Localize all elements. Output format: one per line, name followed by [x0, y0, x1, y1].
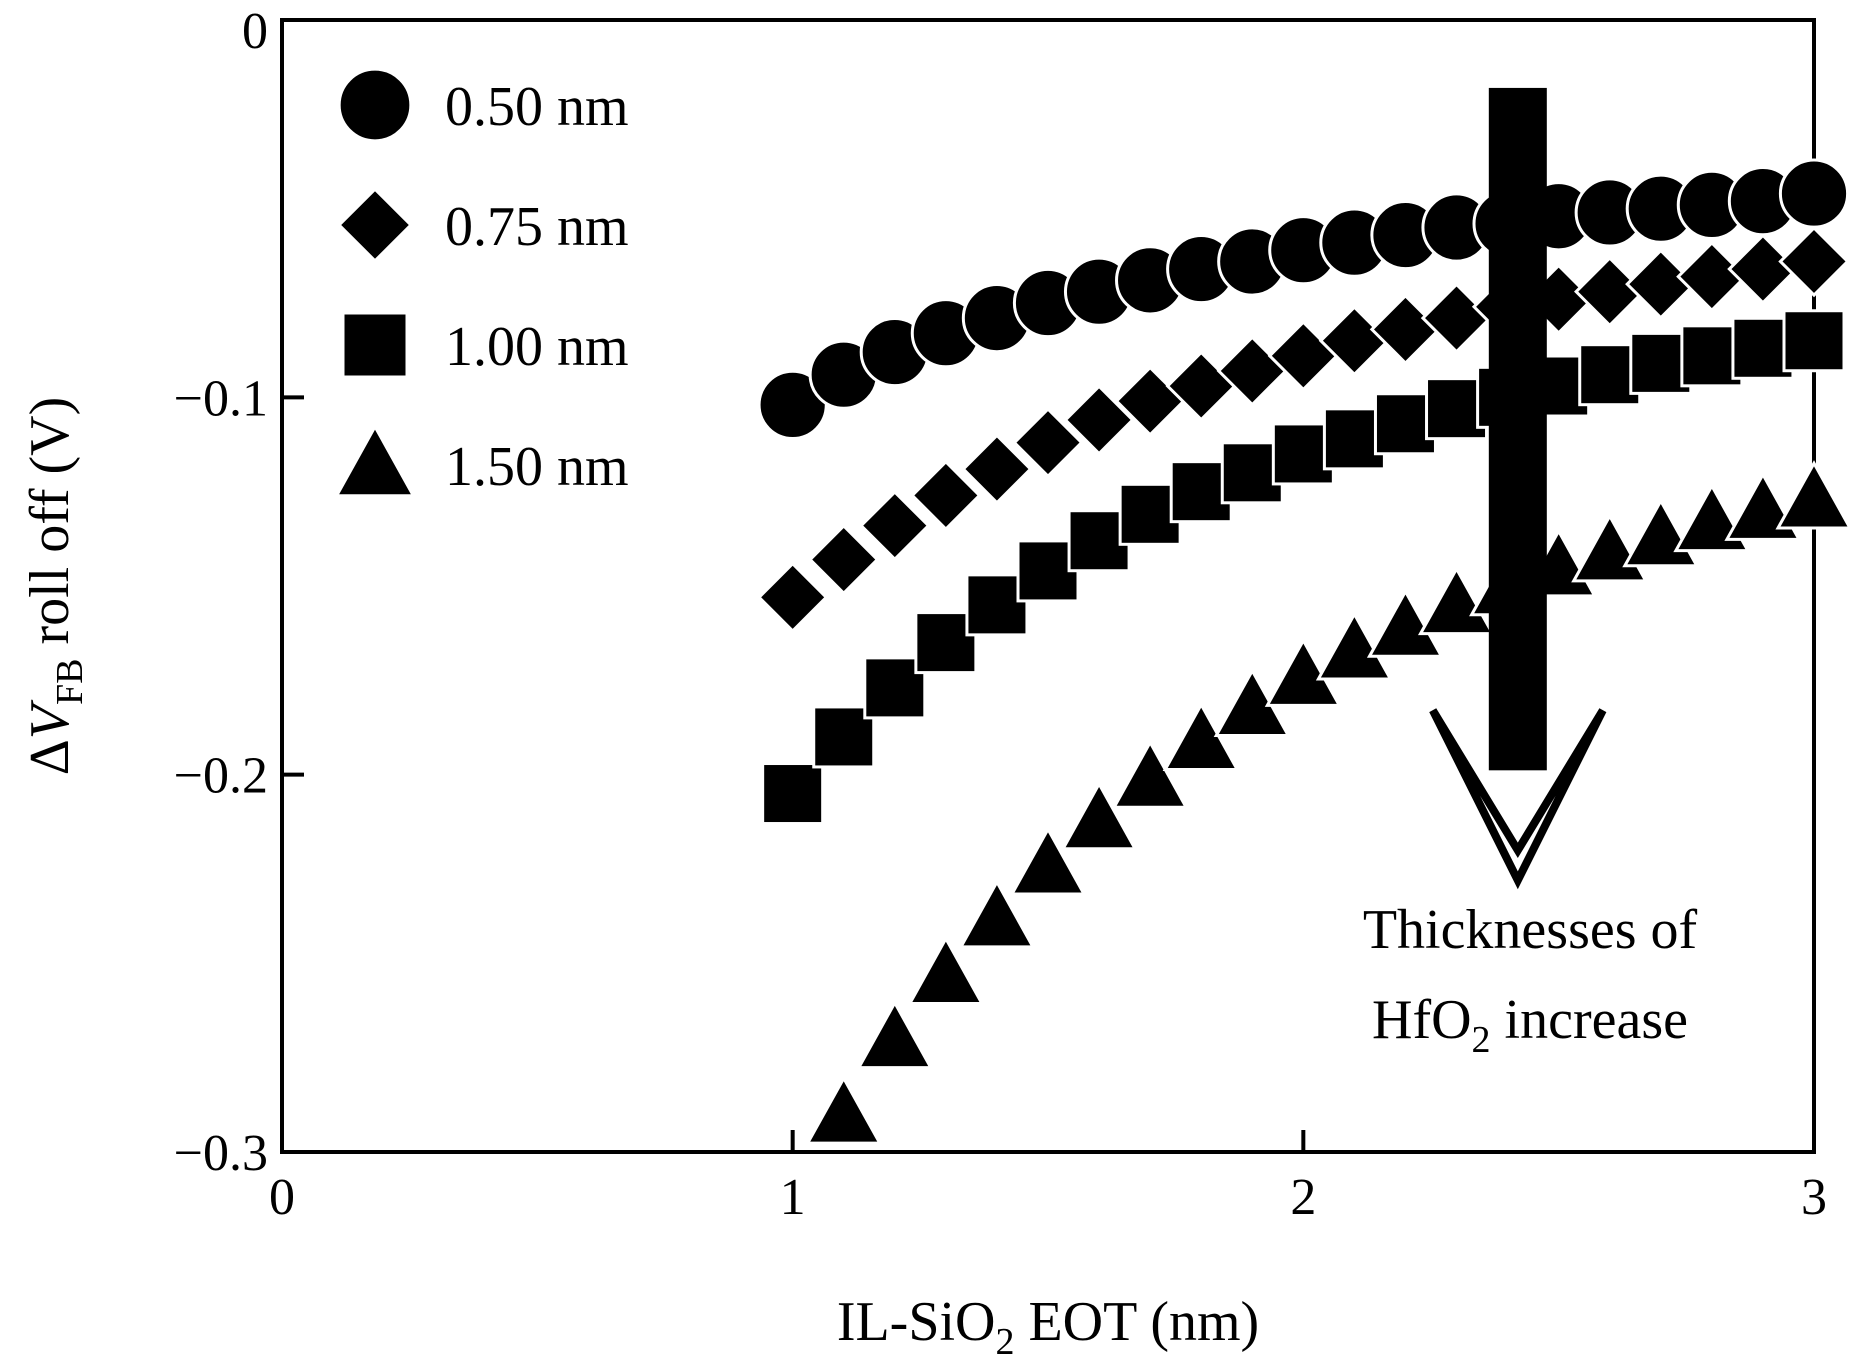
point-triangle-20: [1775, 460, 1853, 530]
point-square-20: [1782, 309, 1846, 373]
point-triangle-5: [1009, 826, 1087, 896]
point-diamond-4: [961, 433, 1033, 505]
tick-labels: 0 1 2 3 0 −0.1 −0.2 −0.3: [174, 3, 1827, 1226]
point-triangle-8: [1162, 701, 1240, 772]
y-tick-label-3: −0.3: [174, 1125, 268, 1182]
point-triangle-4: [958, 878, 1036, 949]
point-diamond-20: [1778, 225, 1850, 298]
y-tick-label-0: 0: [242, 3, 268, 60]
point-triangle-6: [1060, 780, 1138, 851]
legend-marker-diamond: [337, 187, 413, 263]
point-diamond-2: [859, 489, 931, 562]
legend-marker-circle: [337, 67, 413, 143]
annotation-line2: HfO2 increase: [1372, 989, 1688, 1061]
point-square-0: [761, 762, 825, 826]
point-diamond-12: [1369, 293, 1442, 366]
legend-marker-triangle: [334, 423, 416, 498]
y-tick-label-1: −0.1: [174, 370, 268, 427]
point-diamond-5: [1012, 406, 1084, 479]
axis-ticks: [280, 18, 1816, 1154]
point-triangle-2: [856, 999, 934, 1070]
point-square-1: [812, 705, 876, 769]
plot-frame: [280, 18, 1816, 1154]
legend-label-0: 0.50 nm: [445, 76, 629, 138]
point-diamond-6: [1063, 384, 1135, 456]
legend-label-1: 0.75 nm: [445, 196, 629, 258]
point-circle-20: [1778, 158, 1850, 229]
annotation-arrow: [1429, 87, 1607, 890]
point-triangle-12: [1366, 588, 1445, 658]
point-triangle-13: [1417, 565, 1496, 636]
annotation-line1: Thicknesses of: [1363, 899, 1698, 961]
legend-label-2: 1.00 nm: [445, 316, 629, 378]
legend: 0.50 nm 0.75 nm 1.00 nm 1.50 nm: [334, 67, 629, 498]
point-diamond-11: [1318, 305, 1391, 377]
legend-marker-square: [341, 311, 409, 379]
point-triangle-11: [1315, 611, 1393, 681]
point-triangle-7: [1111, 739, 1189, 809]
point-diamond-1: [808, 523, 880, 596]
point-diamond-0: [756, 561, 829, 634]
x-tick-label-1: 1: [780, 1169, 806, 1226]
x-tick-label-2: 2: [1290, 1169, 1316, 1226]
point-diamond-10: [1267, 320, 1340, 392]
x-tick-label-3: 3: [1801, 1169, 1827, 1226]
point-diamond-3: [910, 459, 982, 532]
arrow-shaft: [1488, 87, 1547, 771]
point-triangle-3: [907, 935, 985, 1005]
data-markers: [756, 158, 1853, 1145]
point-triangle-1: [805, 1075, 883, 1145]
legend-label-3: 1.50 nm: [445, 436, 629, 498]
y-axis-label: ΔVFB roll off (V): [19, 397, 91, 776]
y-tick-label-2: −0.2: [174, 748, 268, 805]
arrow-head: [1429, 708, 1607, 890]
point-diamond-9: [1216, 335, 1288, 407]
x-axis-label: IL-SiO2 EOT (nm): [837, 1291, 1259, 1360]
x-tick-label-0: 0: [269, 1169, 295, 1226]
point-diamond-13: [1420, 282, 1493, 354]
point-diamond-8: [1165, 350, 1237, 422]
